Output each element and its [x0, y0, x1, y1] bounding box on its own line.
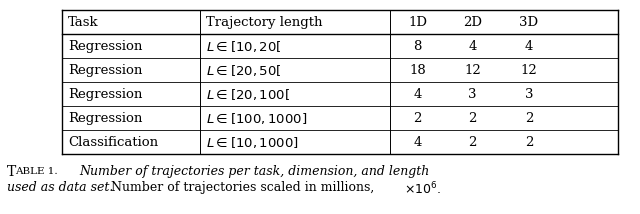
Text: Regression: Regression — [68, 40, 142, 52]
Text: 2: 2 — [413, 111, 422, 125]
Text: 8: 8 — [413, 40, 422, 52]
Text: $L \in [10, 20[$: $L \in [10, 20[$ — [206, 39, 282, 54]
Text: Task: Task — [68, 15, 99, 28]
Text: 12: 12 — [464, 64, 481, 76]
Text: 4: 4 — [525, 40, 533, 52]
Text: T: T — [7, 165, 16, 179]
Text: 2: 2 — [468, 135, 477, 149]
Text: 2: 2 — [525, 135, 533, 149]
Text: 4: 4 — [468, 40, 477, 52]
Text: $L \in [20, 100[$: $L \in [20, 100[$ — [206, 86, 290, 101]
Text: 2D: 2D — [463, 15, 482, 28]
Text: Regression: Regression — [68, 64, 142, 76]
Text: 2: 2 — [525, 111, 533, 125]
Text: Number of trajectories per task, dimension, and length: Number of trajectories per task, dimensi… — [79, 165, 429, 178]
Text: Number of trajectories scaled in millions,: Number of trajectories scaled in million… — [107, 181, 378, 194]
Text: 12: 12 — [520, 64, 538, 76]
Text: 4: 4 — [413, 135, 422, 149]
Text: 2: 2 — [468, 111, 477, 125]
Text: 1D: 1D — [408, 15, 427, 28]
Text: 3: 3 — [525, 88, 533, 101]
Text: 3D: 3D — [520, 15, 539, 28]
Text: Regression: Regression — [68, 111, 142, 125]
Text: Regression: Regression — [68, 88, 142, 101]
Text: ABLE 1.: ABLE 1. — [15, 166, 58, 175]
Text: $\times 10^{6}.$: $\times 10^{6}.$ — [404, 181, 441, 198]
Text: 18: 18 — [409, 64, 426, 76]
Text: 3: 3 — [468, 88, 477, 101]
Text: 4: 4 — [413, 88, 422, 101]
Text: $L \in [10, 1000]$: $L \in [10, 1000]$ — [206, 135, 299, 150]
Text: Trajectory length: Trajectory length — [206, 15, 323, 28]
Text: used as data set.: used as data set. — [7, 181, 113, 194]
Text: Classification: Classification — [68, 135, 158, 149]
Text: $L \in [20, 50[$: $L \in [20, 50[$ — [206, 62, 282, 77]
Text: $L \in [100, 1000]$: $L \in [100, 1000]$ — [206, 110, 307, 125]
